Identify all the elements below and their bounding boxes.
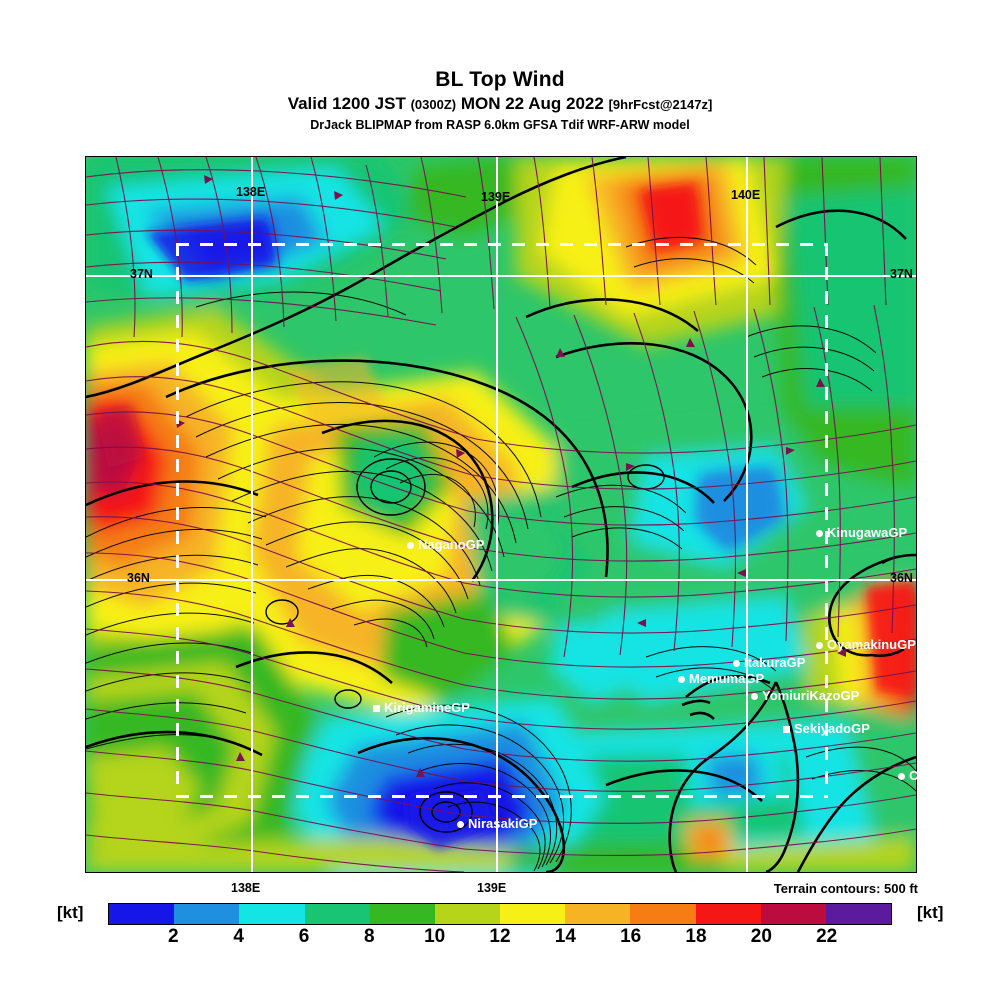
- colorbar-unit-left: [kt]: [57, 903, 84, 922]
- station-label: OhtoneAD: [909, 768, 974, 783]
- valid-time-main: Valid 1200 JST: [287, 94, 406, 113]
- station-dot-icon: [751, 693, 758, 700]
- colorbar-tick-6: 6: [298, 926, 310, 947]
- station-label: MemumaGP: [689, 671, 765, 686]
- lon-label-bottom-139e: 139E: [477, 881, 507, 895]
- page-title: BL Top Wind: [435, 68, 565, 91]
- station-label: YomiuriKazoGP: [762, 688, 860, 703]
- terrain-contour-note: Terrain contours: 500 ft: [773, 881, 918, 896]
- colorbar-swatch-4: [369, 904, 435, 924]
- colorbar-tick-8: 8: [364, 926, 375, 947]
- graticule-lon-139e: [496, 157, 498, 872]
- station-label: SekiyadoGP: [794, 721, 870, 736]
- colorbar-tick-20: 20: [750, 926, 772, 947]
- colorbar-swatch-10: [760, 904, 826, 924]
- subdomain-box-right: [825, 243, 828, 798]
- station-label: NirasakiGP: [468, 816, 538, 831]
- graticule-lat-36n: [86, 579, 916, 581]
- valid-time-utc: (0300Z): [410, 97, 457, 112]
- lon-label-bottom-138e: 138E: [231, 881, 261, 895]
- station-dot-icon: [678, 676, 685, 683]
- station-square-icon: [373, 705, 380, 712]
- lat-label-right-36n: 36N: [890, 571, 913, 585]
- station-dot-icon: [816, 642, 823, 649]
- colorbar-swatch-8: [630, 904, 696, 924]
- colorbar-swatch-6: [500, 904, 566, 924]
- colorbar-swatch-2: [239, 904, 305, 924]
- station-dot-icon: [816, 530, 823, 537]
- colorbar-swatch-9: [695, 904, 761, 924]
- station-square-icon: [783, 726, 790, 733]
- colorbar-tick-4: 4: [233, 926, 244, 947]
- station-label: KinugawaGP: [827, 525, 908, 540]
- lat-label-left-36n: 36N: [127, 571, 150, 585]
- lon-label-top-140e: 140E: [731, 188, 761, 202]
- subdomain-box-top: [176, 243, 828, 246]
- graticule-lon-138e: [251, 157, 253, 872]
- station-label: KirigamineGP: [384, 700, 470, 715]
- station-dot-icon: [407, 542, 414, 549]
- colorbar-tick-22: 22: [816, 926, 838, 947]
- forecast-hour-badge: [9hrFcst@2147z]: [608, 97, 713, 112]
- colorbar-tick-10: 10: [424, 926, 446, 947]
- lon-label-top-138e: 138E: [236, 185, 266, 199]
- station-label: NaganoGP: [418, 537, 485, 552]
- colorbar-tick-12: 12: [489, 926, 511, 947]
- map-canvas: [86, 157, 916, 872]
- station-label: ItakuraGP: [744, 655, 806, 670]
- station-label: OyamakinuGP: [827, 637, 916, 652]
- colorbar-swatch-3: [304, 904, 370, 924]
- colorbar-tick-2: 2: [168, 926, 179, 947]
- lon-label-top-139e: 139E: [481, 190, 511, 204]
- colorbar-swatch-1: [174, 904, 240, 924]
- station-dot-icon: [457, 821, 464, 828]
- colorbar-swatch-11: [825, 904, 892, 924]
- colorbar-tick-18: 18: [685, 926, 707, 947]
- graticule-lon-140e: [746, 157, 748, 872]
- station-dot-icon: [898, 773, 905, 780]
- colorbar-tick-14: 14: [554, 926, 576, 947]
- map-panel[interactable]: [85, 156, 917, 873]
- model-source-line: DrJack BLIPMAP from RASP 6.0km GFSA Tdif…: [310, 118, 690, 132]
- colorbar-swatch-0: [109, 904, 175, 924]
- colorbar-tick-16: 16: [620, 926, 642, 947]
- colorbar-gradient[interactable]: [108, 903, 892, 925]
- colorbar-tick-labels: 2 4 6 8 10 12 14 16 18 20 22: [108, 926, 892, 954]
- header-block: BL Top Wind Valid 1200 JST (0300Z) MON 2…: [0, 68, 1000, 133]
- graticule-lat-37n: [86, 275, 916, 277]
- colorbar-swatch-7: [565, 904, 631, 924]
- station-dot-icon: [733, 660, 740, 667]
- colorbar-unit-right: [kt]: [917, 903, 944, 922]
- lat-label-left-37n: 37N: [130, 267, 153, 281]
- colorbar-swatch-5: [434, 904, 501, 924]
- valid-time-line: Valid 1200 JST (0300Z) MON 22 Aug 2022 […: [0, 93, 1000, 115]
- valid-time-date: MON 22 Aug 2022: [460, 94, 604, 113]
- subdomain-box-bottom: [176, 795, 828, 798]
- colorbar-panel: [kt] [kt] 2 4 6 8 10 12 14 16 18 20 22: [0, 903, 1000, 963]
- wind-field-raster: [86, 157, 916, 872]
- lat-label-right-37n: 37N: [890, 267, 913, 281]
- subdomain-box-left: [176, 243, 179, 798]
